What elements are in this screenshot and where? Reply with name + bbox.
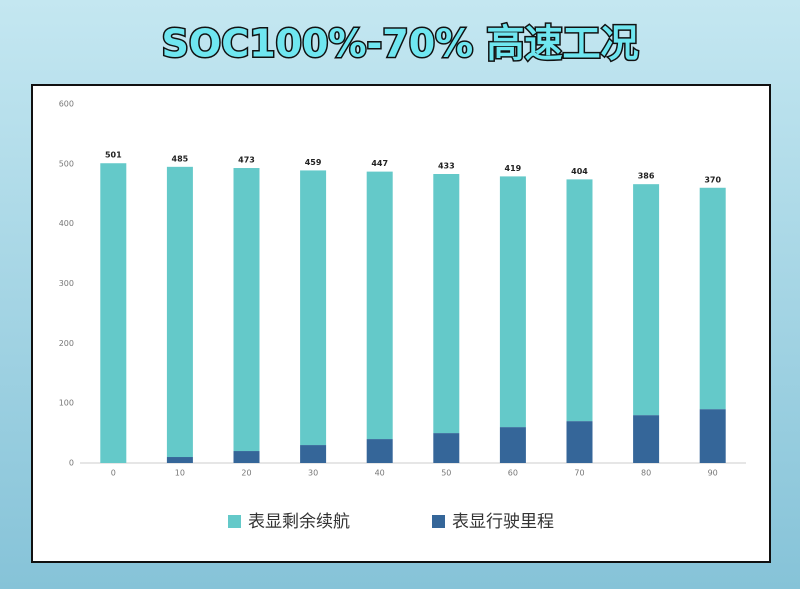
bar-segment: [433, 433, 460, 463]
y-tick-label: 600: [59, 100, 74, 109]
value-label: 485: [172, 154, 189, 163]
bar-segment: [699, 409, 726, 463]
bar-segment: [233, 451, 260, 463]
bar-segment: [499, 176, 526, 428]
bar-segment: [233, 168, 260, 452]
value-label: 433: [438, 162, 455, 171]
x-tick-label: 50: [441, 469, 451, 478]
bar-segment: [566, 421, 593, 463]
bar-segment: [366, 171, 393, 440]
bar-segment: [300, 445, 327, 463]
x-tick-label: 20: [241, 469, 251, 478]
bar-segment: [100, 163, 127, 464]
bar-segment: [633, 415, 660, 463]
value-label: 501: [105, 151, 122, 160]
value-label: 386: [638, 172, 655, 181]
value-label: 370: [704, 175, 721, 184]
bar-segment: [366, 439, 393, 463]
legend-swatch: [432, 515, 445, 528]
legend-label: 表显剩余续航: [248, 512, 350, 532]
y-tick-label: 500: [59, 159, 74, 168]
value-label: 404: [571, 167, 588, 176]
value-label: 419: [505, 164, 522, 173]
value-label: 447: [371, 159, 388, 168]
y-tick-label: 400: [59, 219, 74, 228]
x-tick-label: 70: [574, 469, 584, 478]
chart-title: SOC100%-70% 高速工况: [162, 22, 639, 66]
x-tick-label: 0: [111, 469, 116, 478]
bar-segment: [300, 170, 327, 446]
bar-segment: [699, 187, 726, 410]
y-tick-label: 200: [59, 339, 74, 348]
y-tick-label: 0: [69, 459, 74, 468]
x-tick-label: 90: [708, 469, 718, 478]
bar-segment: [166, 457, 193, 463]
bar-segment: [566, 179, 593, 422]
legend-swatch: [228, 515, 241, 528]
x-tick-label: 40: [375, 469, 385, 478]
bar-segment: [433, 174, 460, 434]
bar-segment: [633, 184, 660, 416]
value-label: 473: [238, 156, 255, 165]
legend-label: 表显行驶里程: [452, 512, 554, 532]
chart-frame: [31, 84, 771, 563]
x-tick-label: 60: [508, 469, 518, 478]
y-tick-label: 300: [59, 279, 74, 288]
bar-segment: [166, 166, 193, 458]
y-tick-label: 100: [59, 399, 74, 408]
x-tick-label: 10: [175, 469, 185, 478]
bar-segment: [499, 427, 526, 463]
x-tick-label: 80: [641, 469, 651, 478]
x-tick-label: 30: [308, 469, 318, 478]
value-label: 459: [305, 158, 322, 167]
